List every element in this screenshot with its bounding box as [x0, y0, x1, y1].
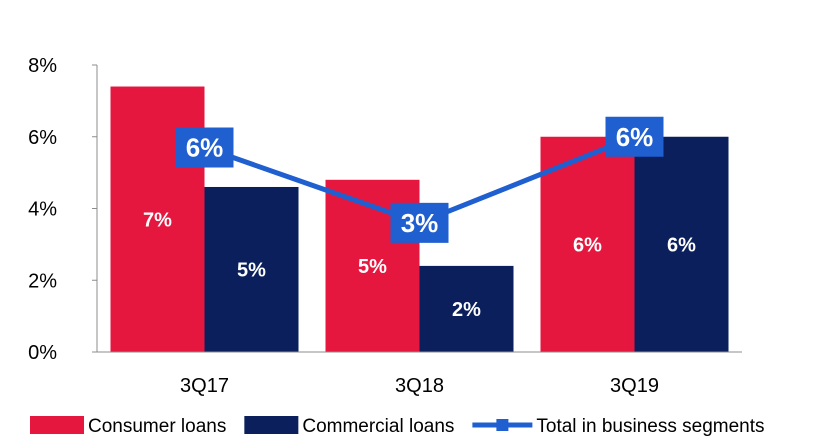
y-tick-label: 4% — [28, 199, 57, 221]
legend-line-marker — [496, 419, 509, 431]
x-tick-label: 3Q18 — [395, 375, 444, 397]
y-tick-label: 2% — [28, 270, 57, 292]
bar-data-label: 5% — [358, 256, 387, 278]
line-point-marker — [605, 116, 664, 157]
bar-data-label: 5% — [237, 259, 266, 281]
y-tick-label: 8% — [28, 55, 57, 77]
line-data-label: 6% — [616, 122, 654, 152]
legend: Consumer loans Commercial loans Total in b… — [30, 416, 765, 437]
bar-data-label: 2% — [452, 299, 481, 321]
bar-data-label: 6% — [667, 234, 696, 256]
bar-data-label: 7% — [143, 209, 172, 231]
bar-commercial-loans — [419, 265, 514, 352]
line-data-label: 3% — [401, 208, 439, 238]
legend-swatch — [30, 416, 84, 434]
y-tick-label: 0% — [28, 342, 57, 364]
x-tick-label: 3Q19 — [610, 375, 659, 397]
y-axis: 0% 2% 4% 6% 8% — [28, 55, 98, 364]
legend-label: Commercial loans — [302, 416, 454, 437]
x-axis: 3Q17 3Q18 3Q19 — [97, 351, 742, 397]
bar-consumer-loans — [540, 136, 635, 352]
y-tick-label: 6% — [28, 127, 57, 149]
bar-data-label: 6% — [573, 234, 602, 256]
bar-commercial-loans — [634, 136, 729, 352]
bar-commercial-loans — [204, 186, 299, 352]
total-line-series: 6% 3% 6% — [175, 116, 664, 243]
legend-swatch — [244, 416, 299, 434]
legend-label: Consumer loans — [88, 416, 226, 437]
x-tick-label: 3Q17 — [180, 375, 229, 397]
line-point-marker — [175, 127, 234, 168]
legend-label: Total in business segments — [536, 416, 764, 437]
line-point-marker — [390, 202, 449, 243]
line-data-label: 6% — [186, 133, 224, 163]
